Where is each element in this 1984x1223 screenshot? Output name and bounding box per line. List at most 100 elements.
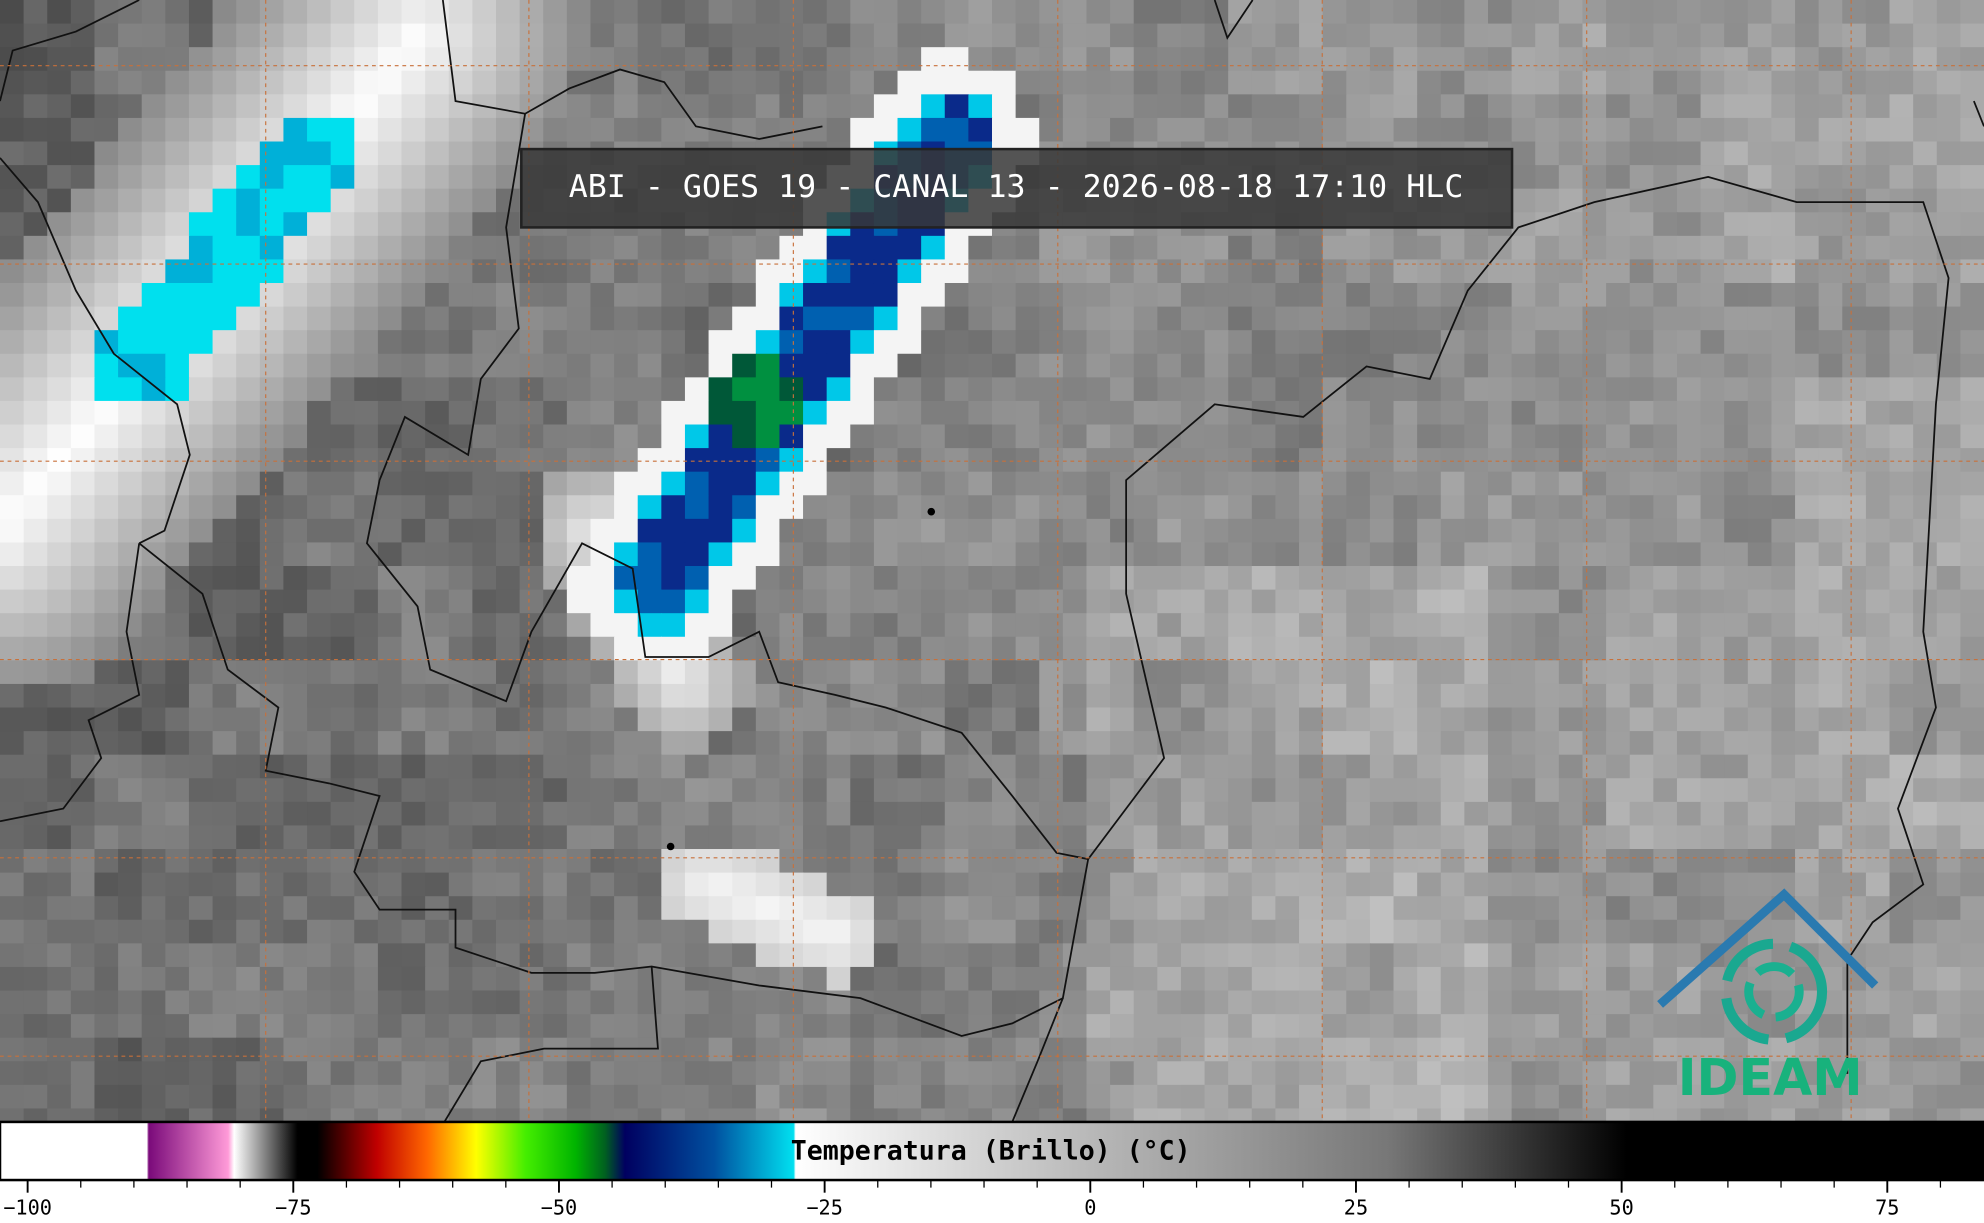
image-pixel: [259, 212, 285, 237]
image-pixel: [1015, 448, 1040, 473]
image-pixel: [684, 377, 710, 402]
image-pixel: [755, 1014, 781, 1039]
image-pixel: [401, 919, 426, 944]
image-pixel: [1606, 660, 1631, 685]
image-pixel: [1818, 330, 1843, 355]
image-pixel: [1393, 94, 1418, 119]
image-pixel: [1440, 896, 1466, 921]
image-pixel: [1653, 518, 1678, 544]
image-pixel: [543, 235, 568, 261]
image-pixel: [1086, 660, 1111, 685]
image-pixel: [1417, 801, 1442, 827]
image-pixel: [708, 872, 733, 897]
image-pixel: [1629, 47, 1654, 72]
image-pixel: [1960, 660, 1984, 685]
image-pixel: [330, 518, 355, 544]
image-pixel: [1865, 542, 1891, 567]
image-pixel: [779, 259, 804, 284]
image-pixel: [236, 448, 261, 473]
image-pixel: [354, 47, 379, 72]
image-pixel: [1086, 23, 1111, 48]
image-pixel: [1346, 377, 1371, 402]
image-pixel: [968, 966, 993, 992]
image-pixel: [472, 660, 497, 685]
image-pixel: [637, 424, 662, 449]
image-pixel: [1275, 377, 1300, 402]
image-pixel: [873, 919, 899, 944]
image-pixel: [1653, 1037, 1678, 1062]
image-pixel: [1582, 966, 1607, 992]
image-pixel: [708, 1084, 733, 1110]
image-pixel: [141, 613, 166, 638]
image-pixel: [684, 259, 710, 284]
image-pixel: [23, 990, 48, 1015]
image-pixel: [1913, 94, 1938, 119]
image-pixel: [236, 1037, 261, 1062]
image-pixel: [850, 896, 875, 921]
image-pixel: [1251, 849, 1277, 874]
image-pixel: [1558, 636, 1584, 661]
image-pixel: [1346, 1061, 1371, 1086]
image-pixel: [259, 825, 285, 850]
image-pixel: [70, 1061, 96, 1086]
image-pixel: [401, 117, 426, 143]
image-pixel: [212, 188, 237, 213]
image-pixel: [47, 141, 72, 166]
image-pixel: [1110, 23, 1135, 48]
image-pixel: [1700, 495, 1725, 520]
image-pixel: [944, 943, 970, 968]
image-pixel: [944, 1061, 970, 1086]
image-pixel: [47, 636, 72, 661]
image-pixel: [472, 188, 497, 213]
image-pixel: [1393, 896, 1418, 921]
image-pixel: [1535, 141, 1560, 166]
image-pixel: [1488, 589, 1513, 614]
image-pixel: [543, 896, 568, 921]
image-pixel: [1865, 117, 1891, 143]
image-pixel: [1818, 1061, 1843, 1086]
image-pixel: [992, 566, 1017, 591]
image-pixel: [1606, 212, 1631, 237]
image-pixel: [1228, 330, 1253, 355]
image-pixel: [566, 778, 592, 803]
image-pixel: [1842, 707, 1867, 732]
image-pixel: [1558, 919, 1584, 944]
image-pixel: [1960, 707, 1984, 732]
image-pixel: [377, 165, 403, 190]
image-pixel: [307, 353, 332, 378]
image-pixel: [401, 47, 426, 72]
image-pixel: [803, 636, 828, 661]
image-pixel: [614, 448, 639, 473]
image-pixel: [873, 377, 899, 402]
image-pixel: [0, 117, 25, 143]
image-pixel: [873, 778, 899, 803]
image-pixel: [1039, 778, 1064, 803]
image-pixel: [1653, 47, 1678, 72]
image-pixel: [826, 518, 851, 544]
image-pixel: [1369, 259, 1395, 284]
image-pixel: [401, 872, 426, 897]
image-pixel: [377, 141, 403, 166]
image-pixel: [637, 235, 662, 261]
image-pixel: [1275, 660, 1300, 685]
image-pixel: [1251, 47, 1277, 72]
image-pixel: [307, 94, 332, 119]
image-pixel: [165, 731, 190, 756]
image-pixel: [1771, 353, 1796, 378]
image-pixel: [283, 683, 308, 709]
image-pixel: [1322, 566, 1347, 591]
image-pixel: [1936, 94, 1962, 119]
image-pixel: [1700, 377, 1725, 402]
image-pixel: [330, 471, 355, 496]
graticule: [0, 0, 1984, 1122]
image-pixel: [873, 660, 899, 685]
image-pixel: [1464, 919, 1489, 944]
image-pixel: [1842, 235, 1867, 261]
image-pixel: [23, 825, 48, 850]
image-pixel: [1110, 754, 1135, 779]
image-pixel: [1015, 919, 1040, 944]
image-pixel: [1889, 283, 1914, 308]
image-pixel: [118, 518, 143, 544]
image-pixel: [1700, 235, 1725, 261]
image-pixel: [283, 660, 308, 685]
